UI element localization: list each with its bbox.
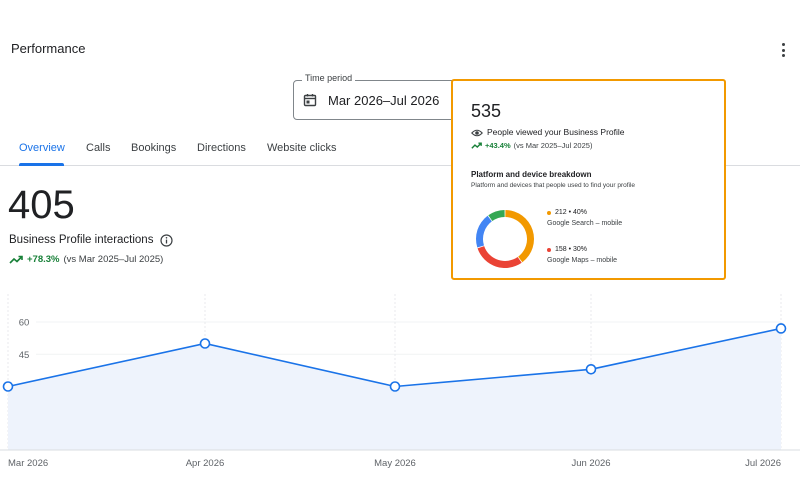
interactions-trend: +78.3% (vs Mar 2025–Jul 2025) bbox=[9, 254, 163, 265]
interactions-change: +78.3% bbox=[27, 254, 60, 265]
tab-bookings[interactable]: Bookings bbox=[131, 142, 177, 154]
profile-views-card: 535 People viewed your Business Profile … bbox=[451, 79, 726, 280]
more-options-icon[interactable] bbox=[774, 38, 792, 62]
eye-icon bbox=[471, 129, 483, 137]
x-tick-label: Jul 2026 bbox=[745, 458, 781, 469]
y-tick-label: 45 bbox=[19, 350, 30, 361]
donut-segment bbox=[488, 210, 505, 222]
data-point[interactable] bbox=[389, 381, 401, 392]
interactions-label: Business Profile interactions bbox=[9, 234, 154, 246]
time-period-label: Time period bbox=[302, 73, 356, 83]
x-tick-label: Jun 2026 bbox=[571, 458, 610, 469]
trending-up-icon bbox=[9, 255, 23, 264]
legend-item-google-search: 212 • 40% Google Search – mobile bbox=[547, 209, 622, 227]
data-point[interactable] bbox=[2, 381, 14, 392]
y-tick-label: 60 bbox=[19, 318, 30, 329]
legend-dot bbox=[547, 247, 551, 252]
interactions-total: 405 bbox=[8, 183, 75, 227]
calendar-icon bbox=[303, 94, 317, 107]
time-period-value: Mar 2026–Jul 2026 bbox=[328, 93, 440, 108]
x-tick-label: Apr 2026 bbox=[186, 458, 225, 469]
tab-overview[interactable]: Overview bbox=[19, 142, 65, 154]
trending-up-icon bbox=[471, 142, 482, 149]
donut-segment bbox=[505, 210, 535, 263]
info-icon[interactable] bbox=[160, 234, 173, 247]
profile-views-total: 535 bbox=[471, 101, 502, 121]
data-point[interactable] bbox=[585, 364, 597, 375]
profile-views-comparison: (vs Mar 2025–Jul 2025) bbox=[513, 141, 593, 150]
data-point[interactable] bbox=[199, 338, 211, 349]
page-title: Performance bbox=[11, 41, 86, 56]
active-tab-indicator bbox=[19, 163, 64, 166]
x-tick-label: May 2026 bbox=[374, 458, 416, 469]
x-tick-label: Mar 2026 bbox=[8, 458, 48, 469]
profile-views-trend: +43.4% (vs Mar 2025–Jul 2025) bbox=[471, 141, 592, 150]
profile-views-change: +43.4% bbox=[485, 141, 511, 150]
donut-segment bbox=[476, 215, 492, 248]
interactions-comparison: (vs Mar 2025–Jul 2025) bbox=[63, 254, 164, 265]
profile-views-label: People viewed your Business Profile bbox=[487, 127, 625, 137]
tab-website-clicks[interactable]: Website clicks bbox=[267, 142, 337, 154]
tab-directions[interactable]: Directions bbox=[197, 142, 246, 154]
legend-stat: 212 • 40% bbox=[555, 209, 588, 216]
platform-donut-chart bbox=[476, 210, 535, 268]
breakdown-subtitle: Platform and devices that people used to… bbox=[471, 182, 636, 189]
breakdown-title: Platform and device breakdown bbox=[471, 170, 592, 179]
legend-item-google-maps: 158 • 30% Google Maps – mobile bbox=[547, 246, 617, 264]
time-period-selector[interactable]: Time period Mar 2026–Jul 2026 bbox=[293, 73, 465, 120]
legend-name: Google Search – mobile bbox=[547, 220, 623, 227]
donut-segment bbox=[477, 246, 522, 268]
legend-stat: 158 • 30% bbox=[555, 246, 588, 253]
tab-calls[interactable]: Calls bbox=[86, 142, 111, 154]
data-point[interactable] bbox=[775, 323, 787, 334]
legend-name: Google Maps – mobile bbox=[547, 257, 618, 264]
legend-dot bbox=[547, 210, 551, 215]
tab-bar: Overview Calls Bookings Directions Websi… bbox=[0, 138, 800, 166]
